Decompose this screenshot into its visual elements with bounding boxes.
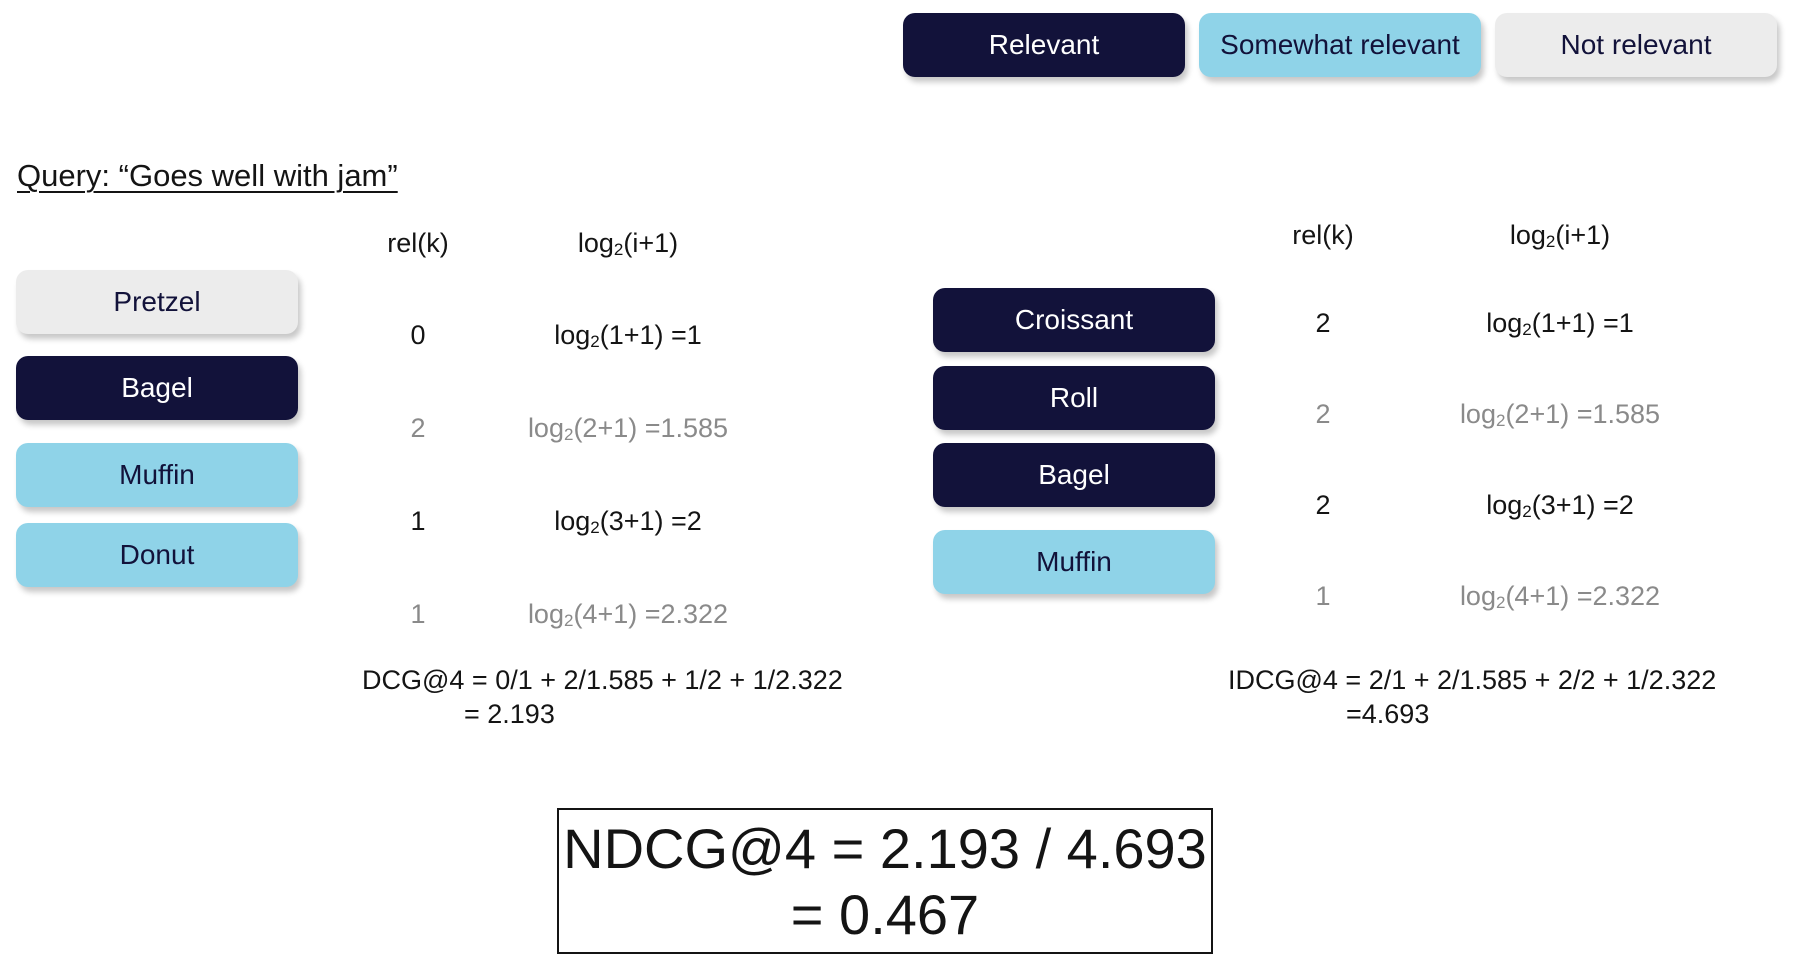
log-text: log	[1459, 581, 1496, 611]
log-subscript: 2	[563, 611, 574, 630]
log-text: log	[527, 599, 564, 629]
log-value: (2+1) =1.585	[573, 413, 729, 443]
left-item-pretzel: Pretzel	[16, 270, 298, 334]
log-subscript: 2	[1522, 502, 1532, 521]
log-value: (3+1) =2	[1531, 490, 1634, 520]
left-log-3: log2(3+1) =2	[554, 506, 702, 538]
ndcg-line1: NDCG@4 = 2.193 / 4.693	[563, 817, 1207, 880]
log-value: (1+1) =1	[1531, 308, 1634, 338]
log-argument: (i+1)	[1555, 220, 1611, 250]
ndcg-result-box: NDCG@4 = 2.193 / 4.693 = 0.467	[557, 808, 1213, 954]
right-item-croissant: Croissant	[933, 288, 1215, 352]
log-text: log	[1459, 399, 1496, 429]
dcg-formula-line2: = 2.193	[464, 699, 555, 729]
right-log-4: log2(4+1) =2.322	[1460, 581, 1660, 613]
log-value: (1+1) =1	[599, 320, 702, 350]
log-subscript: 2	[1495, 593, 1506, 612]
right-header-rel: rel(k)	[1292, 220, 1354, 250]
log-argument: (i+1)	[623, 228, 679, 258]
right-rel-2: 2	[1315, 399, 1331, 429]
left-item-muffin: Muffin	[16, 443, 298, 507]
left-rel-1: 0	[410, 320, 426, 350]
right-log-1: log2(1+1) =1	[1486, 308, 1634, 340]
left-item-donut: Donut	[16, 523, 298, 587]
log-text: log	[554, 506, 591, 536]
legend-not-relevant: Not relevant	[1495, 13, 1777, 77]
log-value: (2+1) =1.585	[1505, 399, 1661, 429]
right-log-3: log2(3+1) =2	[1486, 490, 1634, 522]
left-header-rel: rel(k)	[387, 228, 449, 258]
right-rel-4: 1	[1315, 581, 1331, 611]
log-text: log	[554, 320, 591, 350]
log-value: (4+1) =2.322	[573, 599, 729, 629]
left-log-4: log2(4+1) =2.322	[528, 599, 728, 631]
right-item-bagel: Bagel	[933, 443, 1215, 507]
log-subscript: 2	[1495, 411, 1506, 430]
right-item-muffin: Muffin	[933, 530, 1215, 594]
right-rel-1: 2	[1315, 308, 1331, 338]
left-rel-2: 2	[410, 413, 426, 443]
legend-relevant: Relevant	[903, 13, 1185, 77]
right-item-roll: Roll	[933, 366, 1215, 430]
log-text: log	[1486, 490, 1523, 520]
idcg-formula-line1: IDCG@4 = 2/1 + 2/1.585 + 2/2 + 1/2.322	[1228, 665, 1717, 695]
left-log-1: log2(1+1) =1	[554, 320, 702, 352]
log-text: log	[1486, 308, 1523, 338]
dcg-formula: DCG@4 = 0/1 + 2/1.585 + 1/2 + 1/2.322 = …	[362, 663, 843, 731]
log-value: (4+1) =2.322	[1505, 581, 1661, 611]
dcg-formula-line1: DCG@4 = 0/1 + 2/1.585 + 1/2 + 1/2.322	[362, 665, 843, 695]
right-log-2: log2(2+1) =1.585	[1460, 399, 1660, 431]
log-text: log	[527, 413, 564, 443]
right-header-log: log2(i+1)	[1510, 220, 1610, 252]
log-subscript: 2	[590, 518, 600, 537]
left-header-log: log2(i+1)	[578, 228, 678, 260]
left-rel-3: 1	[410, 506, 426, 536]
log-subscript: 2	[613, 240, 624, 259]
log-subscript: 2	[1545, 232, 1556, 251]
log-subscript: 2	[1522, 320, 1532, 339]
log-text: log	[577, 228, 614, 258]
left-item-bagel: Bagel	[16, 356, 298, 420]
left-rel-4: 1	[410, 599, 426, 629]
ndcg-line2: = 0.467	[790, 883, 980, 946]
idcg-formula: IDCG@4 = 2/1 + 2/1.585 + 2/2 + 1/2.322 =…	[1228, 663, 1716, 731]
right-rel-3: 2	[1315, 490, 1331, 520]
query-title: Query: “Goes well with jam”	[17, 158, 398, 193]
log-subscript: 2	[590, 332, 600, 351]
log-subscript: 2	[563, 425, 574, 444]
idcg-formula-line2: =4.693	[1346, 699, 1430, 729]
log-text: log	[1509, 220, 1546, 250]
log-value: (3+1) =2	[599, 506, 702, 536]
left-log-2: log2(2+1) =1.585	[528, 413, 728, 445]
legend-somewhat-relevant: Somewhat relevant	[1199, 13, 1481, 77]
